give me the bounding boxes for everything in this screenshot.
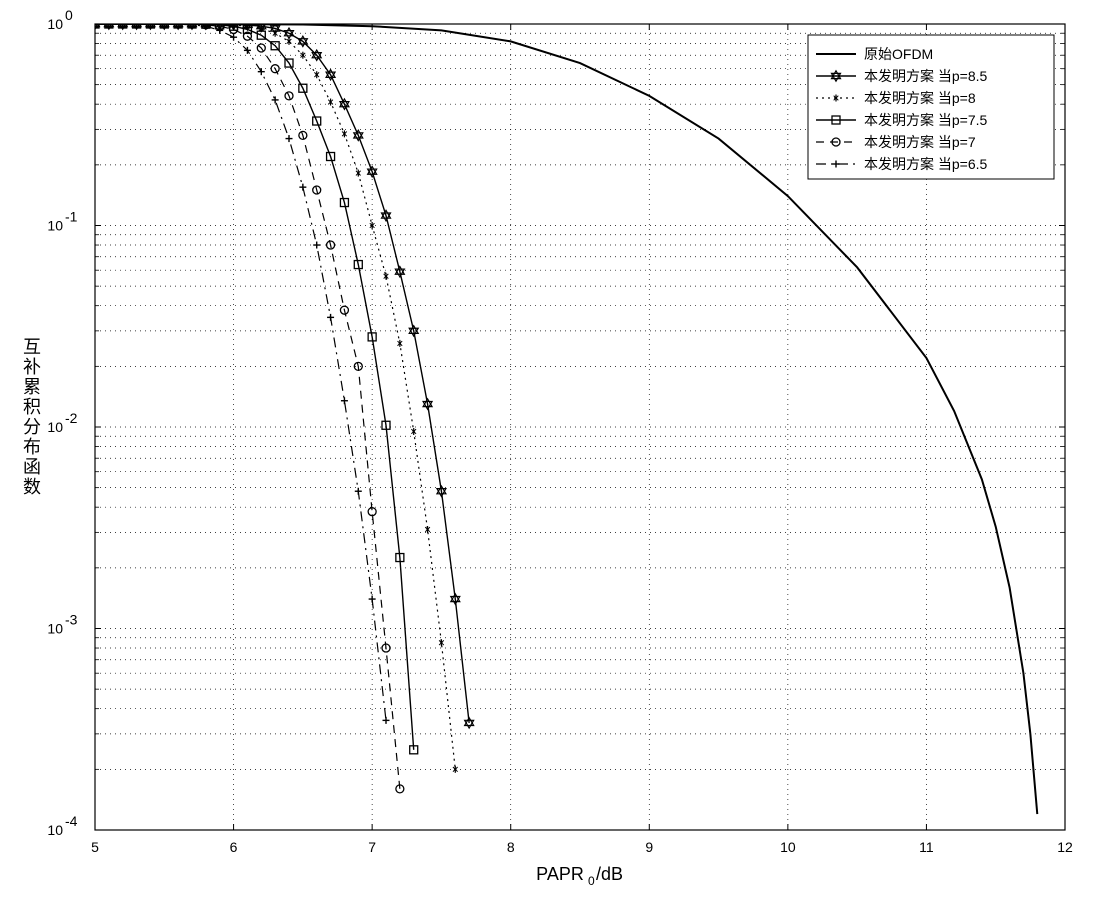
svg-text:本发明方案 当p=8: 本发明方案 当p=8 — [864, 90, 976, 106]
svg-text:本发明方案 当p=8.5: 本发明方案 当p=8.5 — [864, 68, 988, 84]
svg-text:本发明方案 当p=7.5: 本发明方案 当p=7.5 — [864, 112, 988, 128]
ccdf-chart: 5678910111210-410-310-210-1100PAPR0 /dB原… — [0, 0, 1094, 903]
svg-text:-4: -4 — [65, 813, 78, 829]
svg-text:10: 10 — [47, 218, 63, 234]
chart-container: 5678910111210-410-310-210-1100PAPR0 /dB原… — [0, 0, 1094, 903]
svg-text:10: 10 — [47, 621, 63, 637]
svg-text:10: 10 — [47, 822, 63, 838]
svg-text:11: 11 — [919, 839, 934, 855]
svg-text:6: 6 — [230, 839, 238, 855]
svg-text:/dB: /dB — [596, 864, 623, 884]
y-axis-label: 互补累积分布函数 — [18, 337, 44, 497]
svg-text:9: 9 — [645, 839, 653, 855]
svg-text:-2: -2 — [65, 410, 78, 426]
svg-text:12: 12 — [1057, 839, 1073, 855]
svg-text:0: 0 — [65, 7, 73, 23]
svg-text:本发明方案 当p=6.5: 本发明方案 当p=6.5 — [864, 156, 988, 172]
svg-text:10: 10 — [47, 16, 63, 32]
svg-text:8: 8 — [507, 839, 515, 855]
svg-text:-1: -1 — [65, 209, 78, 225]
svg-text:本发明方案 当p=7: 本发明方案 当p=7 — [864, 134, 976, 150]
svg-text:10: 10 — [780, 839, 796, 855]
legend: 原始OFDM 本发明方案 当p=8.5 本发明方案 当p=8 本发明方案 当p=7.5… — [808, 35, 1054, 179]
svg-text:10: 10 — [47, 419, 63, 435]
svg-text:-3: -3 — [65, 612, 78, 628]
svg-text:5: 5 — [91, 839, 99, 855]
svg-text:0: 0 — [588, 874, 595, 888]
svg-text:原始OFDM: 原始OFDM — [864, 46, 933, 62]
svg-text:PAPR: PAPR — [536, 864, 584, 884]
svg-text:7: 7 — [368, 839, 376, 855]
